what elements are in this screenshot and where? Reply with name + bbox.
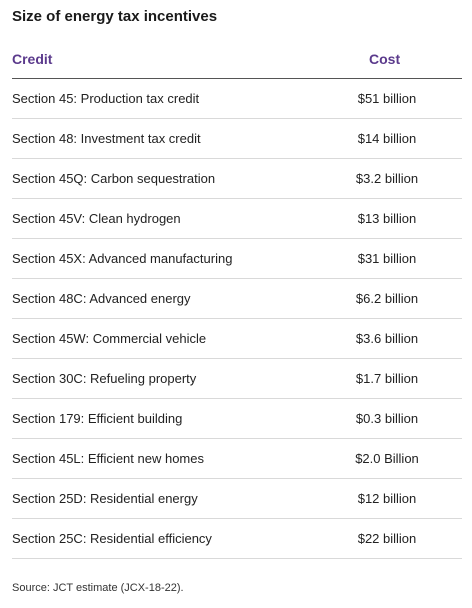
credit-cell: Section 45: Production tax credit xyxy=(12,91,200,106)
table-row: Section 30C: Refueling property $1.7 bil… xyxy=(12,359,462,399)
cost-column-header: Cost xyxy=(369,51,401,67)
credit-cell: Section 45X: Advanced manufacturing xyxy=(12,251,233,266)
cost-cell: $31 billion xyxy=(357,251,417,266)
credit-cell: Section 45V: Clean hydrogen xyxy=(12,211,181,226)
cost-cell: $2.0 Billion xyxy=(355,451,419,466)
cost-cell: $1.7 billion xyxy=(355,371,419,386)
table-row: Section 48C: Advanced energy $6.2 billio… xyxy=(12,279,462,319)
credit-column-header: Credit xyxy=(12,51,53,67)
table-row: Section 25D: Residential energy $12 bill… xyxy=(12,479,462,519)
table-row: Section 45X: Advanced manufacturing $31 … xyxy=(12,239,462,279)
table-header-row: Credit Cost xyxy=(12,40,462,79)
credit-cell: Section 45L: Efficient new homes xyxy=(12,451,204,466)
credit-cell: Section 45Q: Carbon sequestration xyxy=(12,171,216,186)
table-row: Section 179: Efficient building $0.3 bil… xyxy=(12,399,462,439)
credit-cell: Section 30C: Refueling property xyxy=(12,371,197,386)
cost-cell: $3.2 billion xyxy=(355,171,419,186)
source-note: Source: JCT estimate (JCX-18-22). xyxy=(12,582,184,594)
cost-cell: $12 billion xyxy=(357,491,417,506)
table-title: Size of energy tax incentives xyxy=(12,8,218,25)
table-row: Section 45Q: Carbon sequestration $3.2 b… xyxy=(12,159,462,199)
table-row: Section 45W: Commercial vehicle $3.6 bil… xyxy=(12,319,462,359)
cost-cell: $13 billion xyxy=(357,211,417,226)
credit-cell: Section 179: Efficient building xyxy=(12,411,183,426)
table-row: Section 45: Production tax credit $51 bi… xyxy=(12,79,462,119)
cost-cell: $3.6 billion xyxy=(355,331,419,346)
cost-cell: $6.2 billion xyxy=(355,291,419,306)
credit-cell: Section 25C: Residential efficiency xyxy=(12,531,212,546)
credit-cell: Section 25D: Residential energy xyxy=(12,491,198,506)
table-row: Section 45V: Clean hydrogen $13 billion xyxy=(12,199,462,239)
incentives-table: Credit Cost Section 45: Production tax c… xyxy=(12,40,462,559)
table-row: Section 25C: Residential efficiency $22 … xyxy=(12,519,462,559)
cost-cell: $14 billion xyxy=(357,131,417,146)
credit-cell: Section 48: Investment tax credit xyxy=(12,131,201,146)
cost-cell: $22 billion xyxy=(357,531,417,546)
table-row: Section 48: Investment tax credit $14 bi… xyxy=(12,119,462,159)
credit-cell: Section 45W: Commercial vehicle xyxy=(12,331,207,346)
cost-cell: $0.3 billion xyxy=(355,411,419,426)
table-row: Section 45L: Efficient new homes $2.0 Bi… xyxy=(12,439,462,479)
cost-cell: $51 billion xyxy=(357,91,417,106)
credit-cell: Section 48C: Advanced energy xyxy=(12,291,191,306)
